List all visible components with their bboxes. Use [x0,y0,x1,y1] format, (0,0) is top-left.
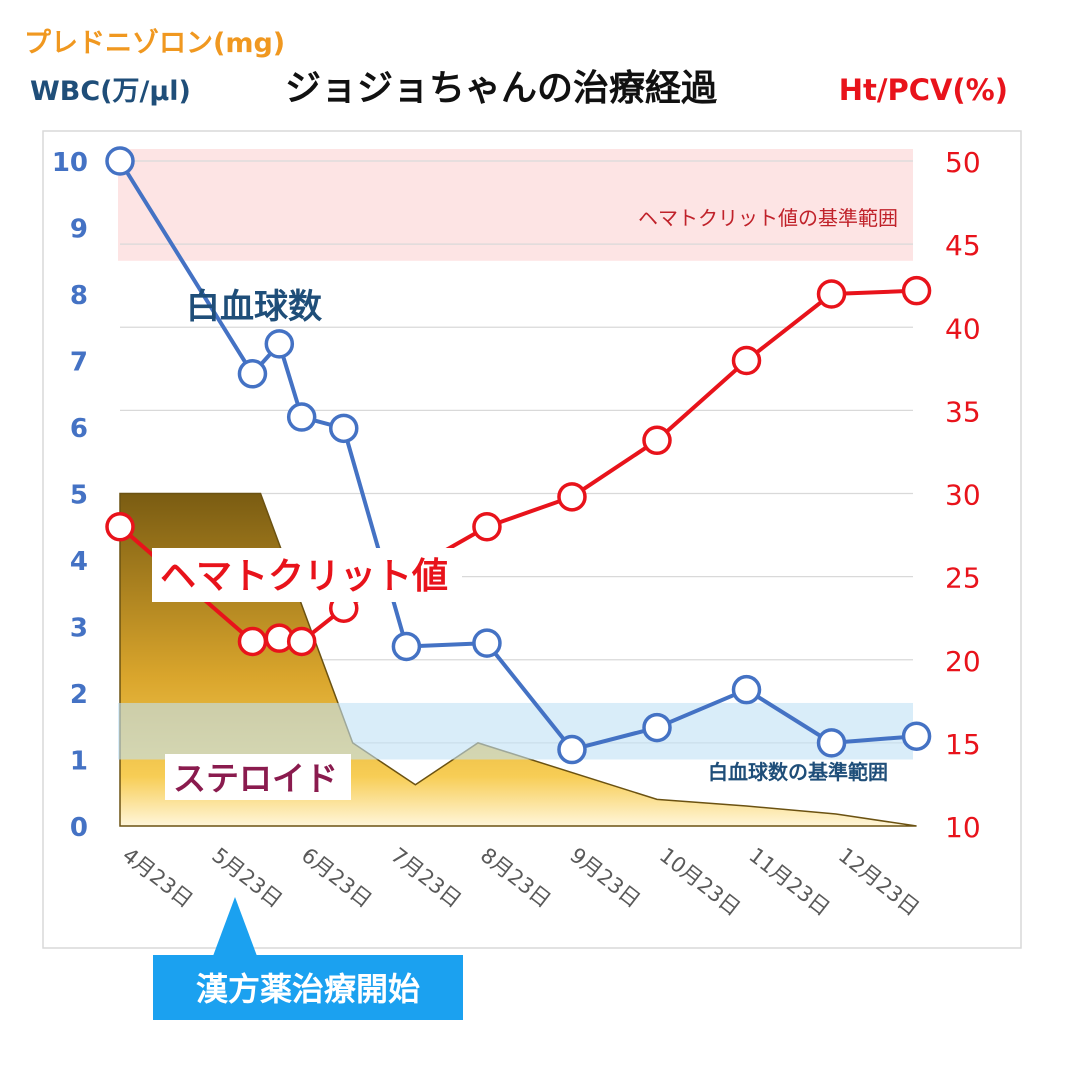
ht-reference-label: ヘマトクリット値の基準範囲 [638,206,898,230]
plot-frame [42,130,1022,949]
wbc-point [901,721,932,751]
wbc-series-label: 白血球数 [186,287,322,327]
wbc-point [286,402,317,432]
wbc-point [237,359,268,389]
wbc-point [472,628,502,658]
kampo-label: 漢方薬治療開始 [196,970,420,1008]
x-tick-label: 8月23日 [476,843,555,912]
x-tick-label: 12月23日 [834,843,924,921]
left-tick-label: 7 [70,348,88,378]
right-axis-label: Ht/PCV(%) [839,73,1008,107]
ht-series-label: ヘマトクリット値 [160,556,448,597]
wbc-point [642,712,672,743]
right-tick-label: 35 [945,395,981,428]
left-tick-label: 5 [70,481,88,511]
wbc-point [329,413,359,444]
left-top-axis-label: プレドニゾロン(mg) [24,28,285,59]
x-tick-label: 10月23日 [655,843,745,921]
right-tick-label: 40 [945,312,981,345]
left-tick-label: 2 [70,680,88,710]
left-tick-label: 3 [70,614,88,644]
ht-point [642,425,672,456]
ht-point [731,345,762,376]
left-tick-label: 10 [52,148,88,178]
ht-point [816,279,847,309]
left-tick-label: 4 [70,547,88,577]
right-tick-label: 30 [945,479,981,512]
x-tick-label: 11月23日 [744,843,834,921]
wbc-point [816,728,847,758]
x-tick-label: 6月23日 [297,843,376,912]
ht-point [472,512,502,542]
wbc-point [557,734,587,765]
x-tick-label: 4月23日 [118,843,197,912]
steroid-label-bg [165,754,351,800]
ht-point [286,626,317,657]
wbc-reference-label: 白血球数の基準範囲 [708,760,888,784]
x-tick-label: 9月23日 [565,843,644,912]
wbc-point [731,674,762,705]
left-tick-label: 8 [70,281,88,311]
right-tick-label: 20 [945,645,981,678]
left-axis-label: WBC(万/μl) [30,76,191,107]
left-tick-label: 6 [70,414,88,444]
wbc-point [391,631,422,662]
ht-label-bg [152,548,462,602]
kampo-arrow [213,897,257,956]
x-tick-label: 7月23日 [386,843,465,912]
right-tick-label: 15 [945,728,981,761]
left-tick-label: 0 [70,813,88,843]
kampo-box [153,955,463,1020]
right-tick-label: 25 [945,562,981,595]
ht-point [557,482,587,512]
wbc-reference-band [118,702,913,760]
right-tick-label: 45 [945,229,981,262]
ht-point [105,512,135,542]
ht-point [901,275,932,306]
chart-title: ジョジョちゃんの治療経過 [285,68,718,109]
right-tick-label: 10 [945,811,981,844]
ht-point [237,626,268,657]
wbc-point [105,146,135,176]
left-tick-label: 1 [70,747,88,777]
steroid-label: ステロイド [173,759,338,798]
ht-reference-band [118,149,913,261]
x-tick-label: 5月23日 [207,843,286,912]
right-tick-label: 50 [945,146,981,179]
wbc-point [264,329,295,359]
left-tick-label: 9 [70,215,88,245]
